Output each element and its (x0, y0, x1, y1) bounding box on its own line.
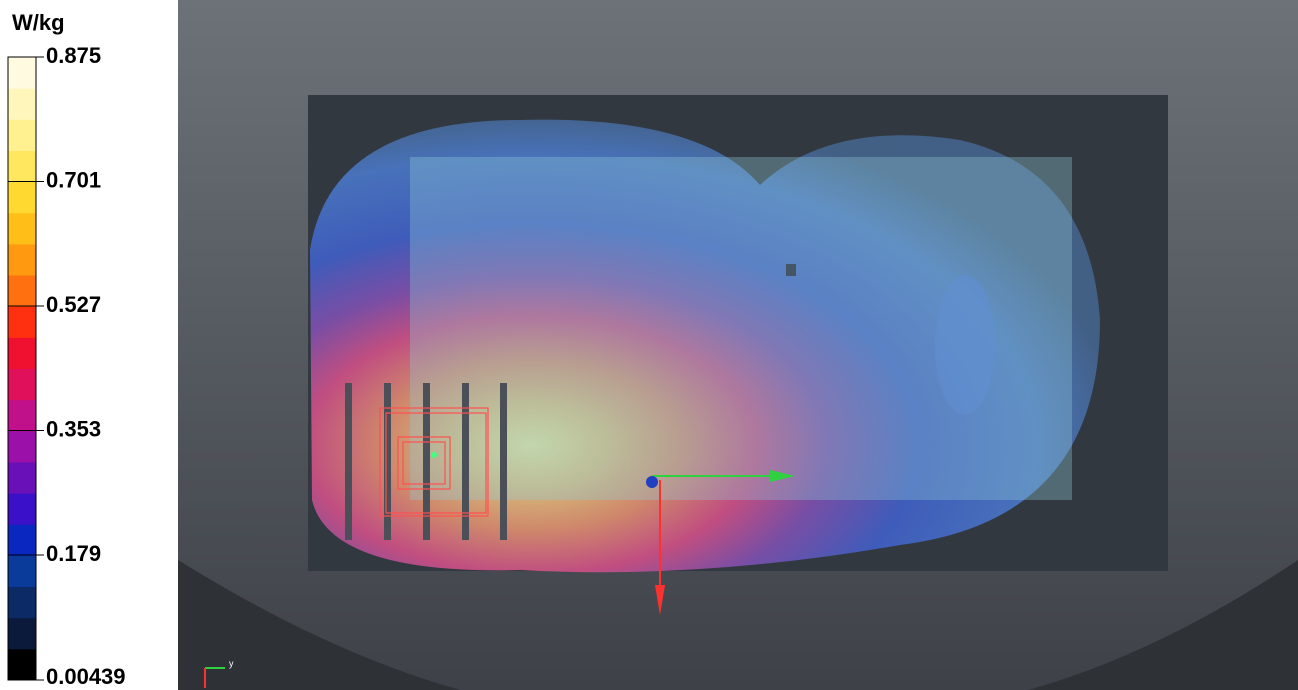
colorbar-segment (8, 368, 36, 401)
axis-y-arrow (770, 470, 795, 482)
colorbar-segment (8, 212, 36, 245)
colorbar-segment (8, 119, 36, 151)
sar-distribution (310, 119, 1100, 573)
colorbar-segment (8, 586, 36, 619)
scene: y (178, 0, 1298, 690)
colorbar-tick-label: 0.875 (46, 43, 101, 68)
colorbar-segment (8, 493, 36, 525)
colorbar-segment (8, 306, 36, 338)
colorbar-segment (8, 399, 36, 432)
scan-box (379, 407, 489, 517)
colorbar: W/kg 0.875 0.701 0.527 0.353 0.179 0.00439 (7, 10, 126, 689)
colorbar-segment (8, 88, 36, 120)
colorbar-segment (8, 57, 36, 89)
sar-lobe (935, 275, 995, 415)
colorbar-segment (8, 150, 36, 183)
colorbar-tick-label: 0.701 (46, 167, 101, 192)
mini-axis-label: y (229, 658, 234, 668)
colorbar-tick-label: 0.353 (46, 416, 101, 441)
colorbar-segment (8, 337, 36, 369)
colorbar-tick-label: 0.00439 (46, 664, 126, 689)
colorbar-segment (8, 648, 36, 681)
colorbar-segment (8, 181, 36, 214)
origin (646, 476, 658, 488)
colorbar-segment (8, 461, 36, 494)
colorbar-segment (8, 524, 36, 556)
colorbar-segment (8, 243, 36, 276)
peak (431, 452, 437, 458)
antenna-bars (345, 383, 507, 540)
marker (786, 264, 796, 276)
phantom-edge (178, 560, 1298, 690)
colorbar-segment (8, 275, 36, 307)
colorbar-segment (8, 555, 36, 588)
axis-z-arrow (655, 585, 665, 615)
colorbar-tick-label: 0.527 (46, 292, 101, 317)
colorbar-segment (8, 430, 36, 463)
colorbar-tick-label: 0.179 (46, 541, 101, 566)
colorbar-segment (8, 617, 36, 650)
plate (410, 157, 1072, 500)
colorbar-unit: W/kg (12, 10, 65, 35)
